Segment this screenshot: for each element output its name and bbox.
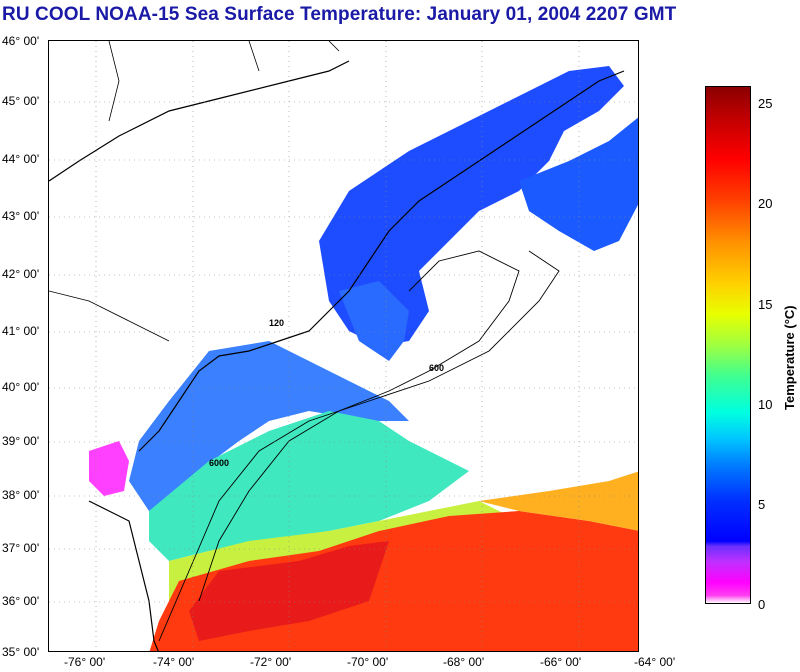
offshore-mixed-water [479, 471, 638, 531]
temperature-colorbar [705, 86, 751, 604]
lat-label-37: 37° 00' [2, 541, 40, 555]
lon-label-66: -66° 00' [540, 655, 582, 669]
contour-label-600: 600 [429, 363, 444, 373]
colorbar-tick-10: 10 [758, 397, 773, 412]
lat-label-40: 40° 00' [2, 380, 40, 394]
lat-label-44: 44° 00' [2, 152, 40, 166]
contour-600 [198, 250, 520, 602]
lat-label-41: 41° 00' [2, 324, 40, 338]
page-title: RU COOL NOAA-15 Sea Surface Temperature:… [2, 4, 677, 25]
lat-label-45: 45° 00' [2, 94, 40, 108]
cold-bay-region [89, 441, 129, 496]
contour-label-6000: 6000 [209, 458, 229, 468]
cold-water-region [319, 66, 624, 346]
lat-label-43: 43° 00' [2, 209, 40, 223]
lon-label-76: -76° 00' [64, 655, 106, 669]
lon-label-74: -74° 00' [153, 655, 195, 669]
coastline [49, 60, 625, 651]
colorbar-tick-20: 20 [758, 196, 773, 211]
lon-label-72: -72° 00' [250, 655, 292, 669]
colorbar-tick-0: 0 [758, 597, 766, 612]
colorbar-label: Temperature (°C) [782, 305, 797, 410]
colorbar-tick-15: 15 [758, 297, 773, 312]
shelf-water [129, 341, 409, 511]
lat-label-35: 35° 00' [2, 645, 40, 659]
sst-map-canvas: 600 6000 120 [49, 41, 638, 651]
lat-label-42: 42° 00' [2, 267, 40, 281]
colorbar-tick-5: 5 [758, 497, 766, 512]
scotian-shelf-water [519, 117, 638, 251]
sst-map: 600 6000 120 [48, 40, 639, 652]
contour-6000 [158, 250, 560, 642]
land-borders [49, 41, 340, 342]
colorbar-tick-25: 25 [758, 96, 773, 111]
lat-label-38: 38° 00' [2, 488, 40, 502]
grid-lines [49, 41, 638, 651]
lon-label-70: -70° 00' [347, 655, 389, 669]
contour-label-120: 120 [269, 318, 284, 328]
cape-region-water [339, 281, 409, 361]
lon-label-68: -68° 00' [443, 655, 485, 669]
lat-label-36: 36° 00' [2, 594, 40, 608]
lat-label-39: 39° 00' [2, 434, 40, 448]
lon-label-64: -64° 00' [634, 655, 676, 669]
lat-label-46: 46° 00' [2, 34, 40, 48]
